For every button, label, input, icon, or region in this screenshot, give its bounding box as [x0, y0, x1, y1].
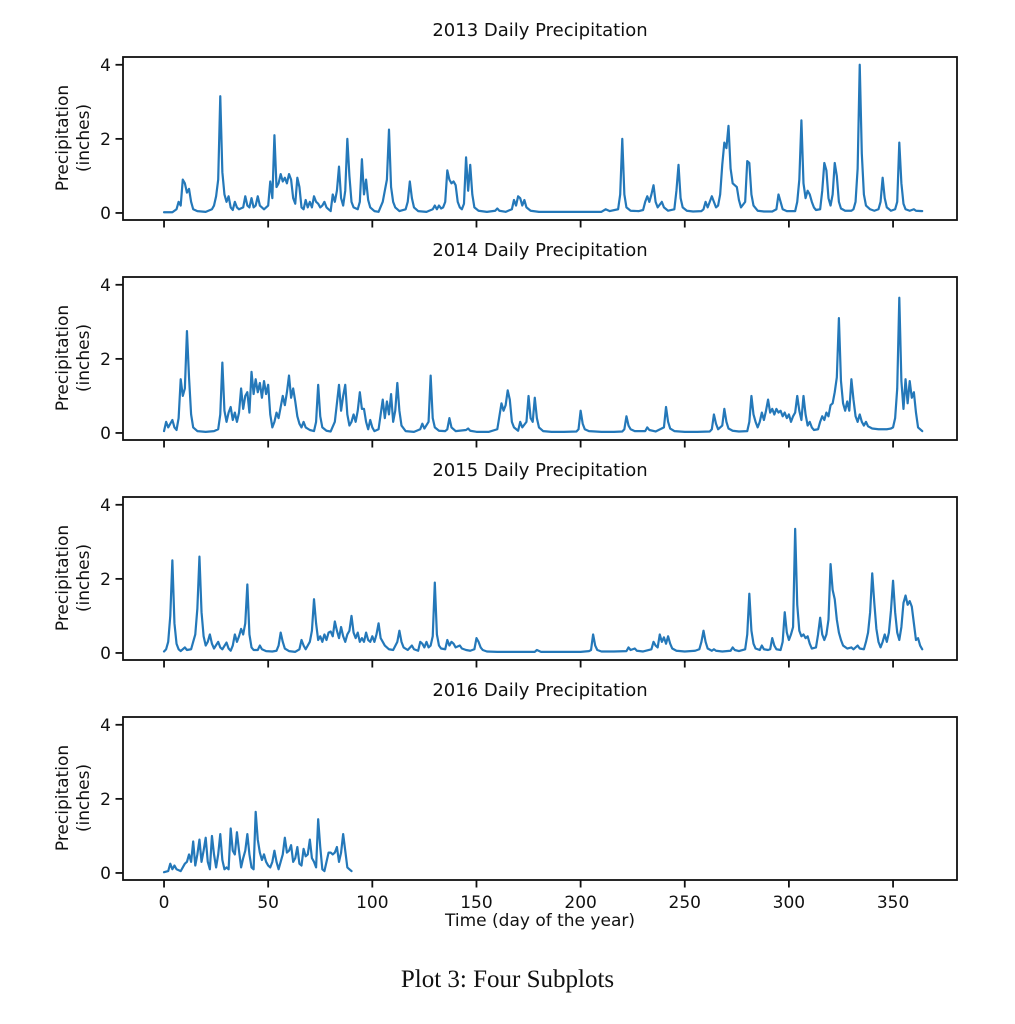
subplot-title-2013: 2013 Daily Precipitation: [432, 20, 648, 41]
subplot-title-2016: 2016 Daily Precipitation: [432, 680, 648, 701]
precipitation-line: [162, 527, 924, 653]
axes-frame: [122, 716, 958, 881]
y-tick-label: 2: [100, 130, 111, 150]
x-tick-label: 50: [257, 893, 279, 913]
y-tick-label: 4: [100, 716, 111, 736]
x-tick-label: 100: [356, 893, 388, 913]
x-axis-label: Time (day of the year): [445, 911, 635, 931]
axes-frame: [122, 56, 958, 221]
y-tick-label: 4: [100, 56, 111, 76]
y-tick-label: 2: [100, 350, 111, 370]
subplot-2016: 2016 Daily Precipitation Precipitation (…: [0, 660, 1015, 913]
x-tick-label: 0: [159, 893, 170, 913]
y-tick-label: 2: [100, 570, 111, 590]
y-tick-label: 4: [100, 496, 111, 516]
y-axis-label-line2: (inches): [74, 323, 94, 393]
y-axis-label-line1: Precipitation: [53, 304, 73, 412]
y-axis-label-line2: (inches): [74, 543, 94, 613]
subplot-2013: 2013 Daily Precipitation Precipitation (…: [0, 0, 1015, 228]
x-tick-label: 150: [460, 893, 492, 913]
precipitation-line: [162, 63, 924, 214]
x-tick-label: 300: [773, 893, 805, 913]
figure-caption: Plot 3: Four Subplots: [400, 966, 615, 993]
y-tick-label: 0: [100, 864, 111, 884]
y-axis-label-line1: Precipitation: [53, 744, 73, 852]
y-axis-label-line1: Precipitation: [53, 524, 73, 632]
y-axis-label-line2: (inches): [74, 763, 94, 833]
x-tick-label: 350: [877, 893, 909, 913]
y-axis-label-line1: Precipitation: [53, 84, 73, 192]
y-axis-label-line2: (inches): [74, 103, 94, 173]
subplot-2014: 2014 Daily Precipitation Precipitation (…: [0, 220, 1015, 448]
axes-frame: [122, 276, 958, 441]
x-tick-label: 200: [564, 893, 596, 913]
subplot-2015: 2015 Daily Precipitation Precipitation (…: [0, 440, 1015, 668]
x-tick-label: 250: [669, 893, 701, 913]
precipitation-line: [162, 810, 353, 874]
axes-frame: [122, 496, 958, 661]
y-tick-label: 4: [100, 276, 111, 296]
subplot-title-2014: 2014 Daily Precipitation: [432, 240, 648, 261]
precipitation-line: [162, 296, 924, 433]
subplot-title-2015: 2015 Daily Precipitation: [432, 460, 648, 481]
y-tick-label: 2: [100, 790, 111, 810]
